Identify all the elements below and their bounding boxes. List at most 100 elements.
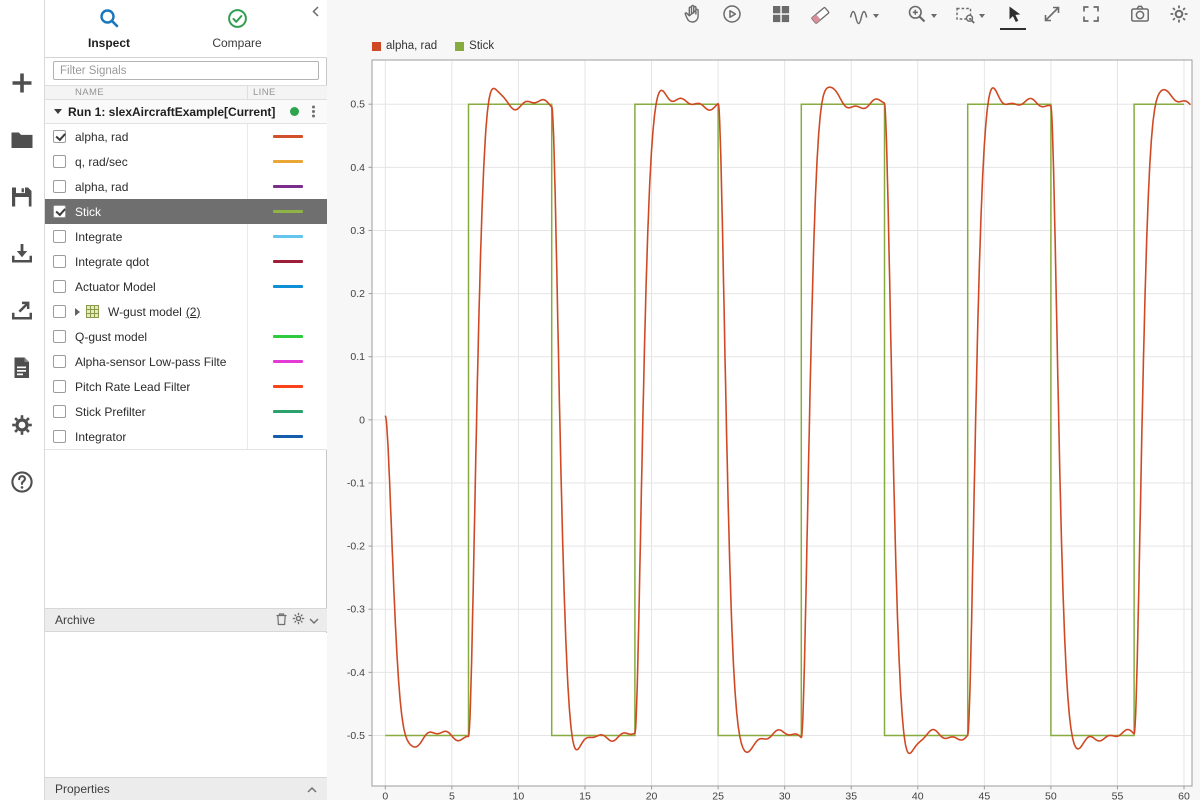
properties-collapse-button[interactable]	[305, 780, 319, 799]
legend-item[interactable]: alpha, rad	[372, 40, 437, 52]
svg-text:0.3: 0.3	[350, 225, 365, 237]
signal-label: Q-gust model	[75, 329, 148, 344]
signal-line-cell[interactable]	[247, 374, 327, 399]
signal-line-cell[interactable]	[247, 399, 327, 424]
export-button[interactable]	[0, 284, 44, 341]
signal-row[interactable]: alpha, rad	[45, 174, 327, 199]
signal-wave-icon	[848, 3, 870, 28]
eraser-icon	[809, 3, 831, 28]
archive-section-header[interactable]: Archive	[45, 608, 327, 632]
gear-small-icon	[292, 612, 305, 628]
svg-text:20: 20	[646, 791, 658, 800]
signal-checkbox[interactable]	[53, 255, 66, 268]
archive-settings-button[interactable]	[290, 610, 307, 630]
signal-row[interactable]: alpha, rad	[45, 124, 327, 149]
svg-text:55: 55	[1112, 791, 1124, 800]
save-button[interactable]	[0, 170, 44, 227]
signal-line-cell[interactable]	[247, 324, 327, 349]
layout-grid-icon	[770, 3, 792, 28]
signal-checkbox[interactable]	[53, 130, 66, 143]
zoom-region-button[interactable]	[952, 3, 987, 30]
signal-checkbox[interactable]	[53, 330, 66, 343]
run-options-kebab-icon[interactable]	[312, 110, 315, 113]
replay-button[interactable]	[719, 3, 745, 30]
filter-signals-input[interactable]	[53, 61, 319, 80]
collapse-panel-button[interactable]	[308, 3, 323, 23]
legend-item[interactable]: Stick	[455, 40, 494, 52]
fullscreen-button[interactable]	[1078, 3, 1104, 30]
signal-checkbox[interactable]	[53, 405, 66, 418]
signal-checkbox[interactable]	[53, 205, 66, 218]
svg-text:35: 35	[845, 791, 857, 800]
tab-compare-label: Compare	[212, 36, 262, 50]
signal-line-cell[interactable]	[247, 124, 327, 149]
signal-checkbox[interactable]	[53, 355, 66, 368]
signal-line-cell[interactable]	[247, 424, 327, 449]
signal-checkbox[interactable]	[53, 155, 66, 168]
svg-text:-0.5: -0.5	[347, 730, 365, 742]
signal-row[interactable]: Integrate	[45, 224, 327, 249]
signal-line-cell[interactable]	[247, 349, 327, 374]
signal-row[interactable]: q, rad/sec	[45, 149, 327, 174]
svg-text:0.5: 0.5	[350, 99, 365, 111]
archive-delete-button[interactable]	[273, 610, 290, 631]
line-style-swatch	[272, 160, 303, 163]
signal-checkbox[interactable]	[53, 380, 66, 393]
run-row[interactable]: Run 1: slexAircraftExample[Current]	[45, 100, 327, 124]
new-button[interactable]	[0, 56, 44, 113]
time-plot[interactable]: 0 5 10 15 20 25 30 35 40 45 50 55 60 -0.5 -0.4 -0.3 -0.2…	[330, 55, 1198, 800]
tab-compare[interactable]: Compare	[173, 0, 301, 57]
line-style-swatch	[272, 210, 303, 213]
run-expand-icon[interactable]	[54, 109, 62, 114]
signal-label: Integrate qdot	[75, 254, 150, 269]
signal-row[interactable]: W-gust model (2)	[45, 299, 327, 324]
open-button[interactable]	[0, 113, 44, 170]
signal-row[interactable]: Integrator	[45, 424, 327, 449]
signal-checkbox[interactable]	[53, 230, 66, 243]
signal-row[interactable]: Integrate qdot	[45, 249, 327, 274]
signal-line-cell[interactable]	[247, 199, 327, 224]
signal-line-cell[interactable]	[247, 224, 327, 249]
pointer-button[interactable]	[1000, 3, 1026, 30]
tab-inspect[interactable]: Inspect	[45, 0, 173, 57]
plot-settings-button[interactable]	[1166, 3, 1192, 30]
pan-button[interactable]	[680, 3, 706, 30]
line-style-swatch	[272, 385, 303, 388]
settings-gear-icon	[1168, 3, 1190, 28]
signal-line-cell[interactable]	[247, 274, 327, 299]
signal-row[interactable]: Actuator Model	[45, 274, 327, 299]
report-button[interactable]	[0, 341, 44, 398]
expand-icon[interactable]	[75, 307, 80, 316]
signal-checkbox[interactable]	[53, 305, 66, 318]
snapshot-button[interactable]	[1127, 3, 1153, 30]
signal-row[interactable]: Q-gust model	[45, 324, 327, 349]
tab-inspect-label: Inspect	[87, 36, 130, 50]
layout-button[interactable]	[768, 3, 794, 30]
clear-plots-button[interactable]	[807, 3, 833, 30]
signal-checkbox[interactable]	[53, 180, 66, 193]
fit-to-view-button[interactable]	[1039, 3, 1065, 30]
zoom-in-button[interactable]	[904, 3, 939, 30]
signal-trace-button[interactable]	[846, 3, 881, 30]
search-icon	[98, 7, 121, 33]
signal-checkbox[interactable]	[53, 430, 66, 443]
signal-row[interactable]: Pitch Rate Lead Filter	[45, 374, 327, 399]
import-button[interactable]	[0, 227, 44, 284]
signal-line-cell[interactable]	[247, 174, 327, 199]
preferences-button[interactable]	[0, 398, 44, 455]
signal-line-cell[interactable]	[247, 299, 327, 324]
signal-row[interactable]: Alpha-sensor Low-pass Filter	[45, 349, 327, 374]
archive-collapse-button[interactable]	[307, 611, 321, 630]
signal-row[interactable]: Stick Prefilter	[45, 399, 327, 424]
signal-count-link[interactable]: (2)	[185, 304, 201, 319]
subsystem-icon	[86, 305, 99, 318]
signal-line-cell[interactable]	[247, 149, 327, 174]
signal-checkbox[interactable]	[53, 280, 66, 293]
help-button[interactable]	[0, 455, 44, 512]
signal-row[interactable]: Stick	[45, 199, 327, 224]
signal-label: Integrator	[75, 429, 127, 444]
fullscreen-icon	[1080, 3, 1102, 28]
signal-line-cell[interactable]	[247, 249, 327, 274]
properties-section-header[interactable]: Properties	[45, 777, 327, 800]
